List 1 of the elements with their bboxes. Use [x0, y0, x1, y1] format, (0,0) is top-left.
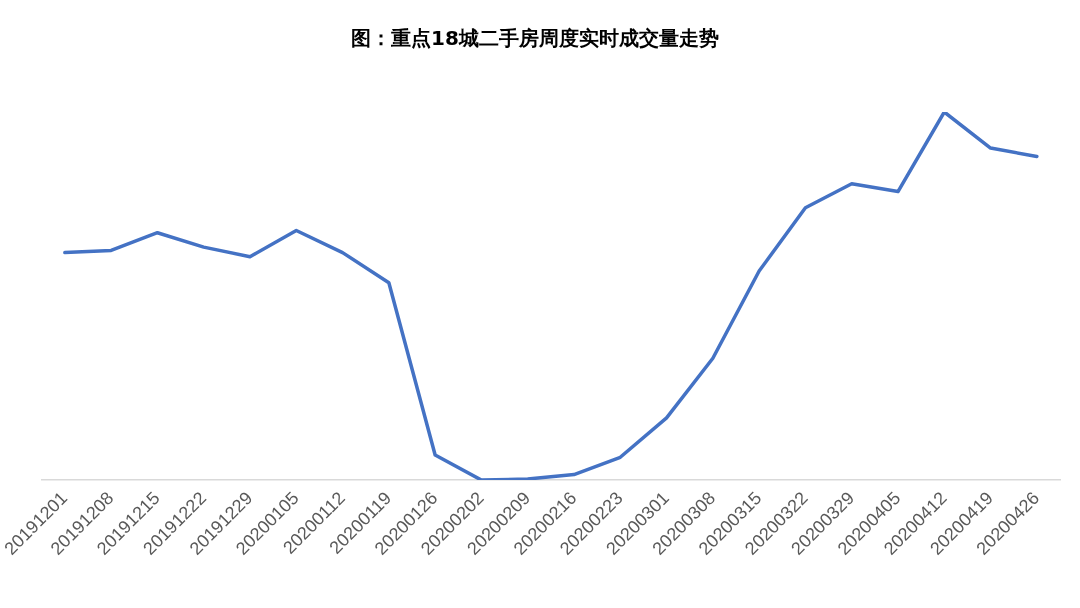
chart-title: 图：重点18城二手房周度实时成交量走势: [351, 26, 719, 51]
